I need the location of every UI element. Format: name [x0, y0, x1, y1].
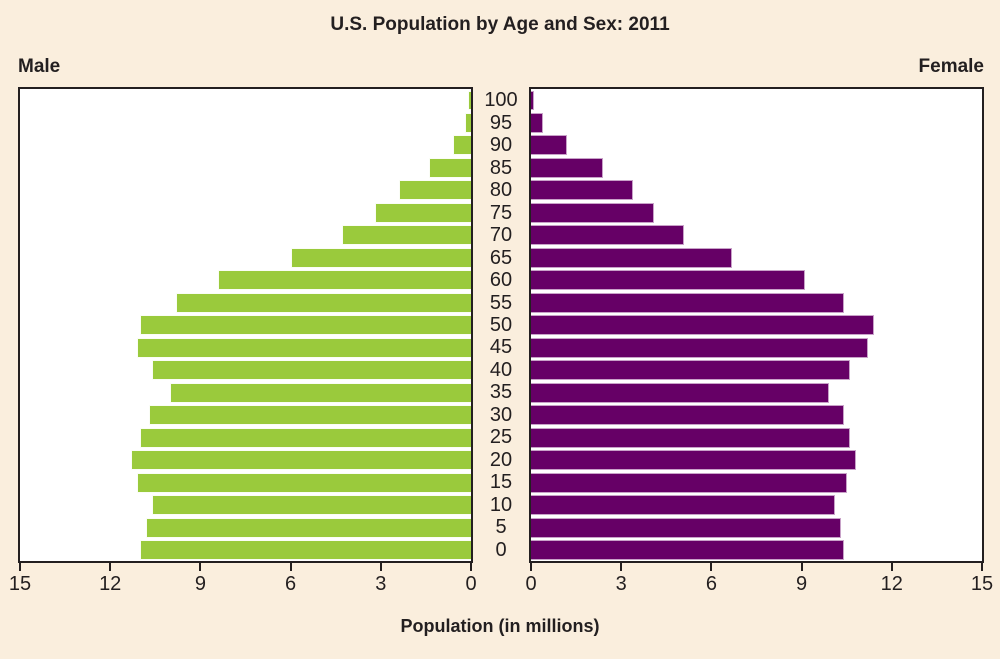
x-tick-6	[289, 563, 292, 571]
male-bar-age-40	[152, 360, 471, 381]
x-tick-0	[530, 563, 532, 571]
age-tick-label-45: 45	[489, 336, 513, 359]
x-tick-0	[470, 563, 472, 571]
male-bar-age-90	[453, 135, 471, 156]
x-tick-9	[800, 563, 803, 571]
age-tick-label-0: 0	[495, 538, 507, 561]
x-tick-label-15: 15	[8, 573, 32, 595]
male-bar-age-85	[429, 157, 471, 178]
female-bar-age-65	[531, 247, 732, 268]
male-bar-age-70	[342, 225, 471, 246]
female-series-label: Female	[918, 56, 984, 77]
male-bar-age-55	[176, 292, 471, 313]
age-tick-label-90: 90	[489, 134, 513, 157]
female-bar-age-85	[531, 157, 603, 178]
x-axis-title: Population (in millions)	[400, 616, 600, 636]
female-bar-age-40	[531, 360, 850, 381]
age-tick-label-35: 35	[489, 381, 513, 404]
female-bar-age-60	[531, 270, 805, 291]
male-bar-age-80	[399, 180, 471, 201]
female-bar-age-80	[531, 180, 633, 201]
x-tick-label-3: 3	[615, 573, 627, 595]
male-bar-age-65	[291, 247, 471, 268]
age-tick-label-25: 25	[489, 426, 513, 449]
x-tick-label-3: 3	[375, 573, 387, 595]
male-bar-age-30	[149, 405, 471, 426]
female-bar-age-45	[531, 337, 868, 358]
age-tick-label-10: 10	[489, 493, 513, 516]
male-bar-age-100	[468, 90, 471, 111]
age-tick-label-20: 20	[489, 448, 513, 471]
age-tick-label-5: 5	[495, 516, 507, 539]
male-bar-age-95	[465, 112, 471, 133]
x-tick-3	[620, 563, 623, 571]
female-bar-age-70	[531, 225, 684, 246]
female-bar-age-25	[531, 427, 850, 448]
age-tick-label-70: 70	[489, 224, 513, 247]
male-bar-age-50	[140, 315, 471, 336]
chart-title: U.S. Population by Age and Sex: 2011	[330, 14, 670, 35]
x-tick-15	[981, 563, 983, 571]
age-tick-label-95: 95	[489, 111, 513, 134]
female-x-axis: 0 3 6 9 12 15	[525, 563, 993, 599]
female-bar-age-20	[531, 450, 856, 471]
age-tick-label-85: 85	[489, 156, 513, 179]
x-tick-3	[379, 563, 382, 571]
age-tick-label-55: 55	[489, 291, 513, 314]
female-bar-age-30	[531, 405, 844, 426]
male-series-label: Male	[18, 56, 61, 77]
age-tick-label-50: 50	[489, 314, 513, 336]
female-plot-panel	[529, 87, 984, 563]
age-axis: 100 95 90 85 80 75 70 65 60 55 50 45 40 35 30 25 20 15 10 5…	[473, 87, 529, 563]
age-tick-label-75: 75	[489, 201, 513, 224]
male-bar-age-60	[218, 270, 471, 291]
x-tick-label-0: 0	[525, 573, 537, 595]
male-bar-age-35	[170, 382, 471, 403]
female-bar-age-50	[531, 315, 874, 336]
x-tick-label-6: 6	[705, 573, 717, 595]
female-bar-age-95	[531, 112, 543, 133]
x-tick-15	[19, 563, 21, 571]
x-tick-label-9: 9	[796, 573, 808, 595]
x-tick-label-0: 0	[465, 573, 477, 595]
age-tick-label-15: 15	[489, 471, 513, 494]
female-bar-age-75	[531, 202, 654, 223]
x-tick-12	[890, 563, 893, 571]
age-tick-label-100: 100	[484, 89, 518, 112]
x-tick-12	[109, 563, 112, 571]
age-tick-label-80: 80	[489, 179, 513, 202]
x-tick-9	[199, 563, 202, 571]
male-bar-age-45	[137, 337, 471, 358]
male-plot-panel	[18, 87, 473, 563]
x-tick-label-12: 12	[99, 573, 122, 595]
male-bar-age-75	[375, 202, 471, 223]
x-tick-label-6: 6	[285, 573, 297, 595]
male-bar-age-5	[146, 517, 471, 538]
female-bar-age-15	[531, 472, 847, 493]
x-tick-label-15: 15	[970, 573, 994, 595]
x-tick-6	[710, 563, 713, 571]
female-bar-age-100	[531, 90, 534, 111]
female-bar-age-90	[531, 135, 567, 156]
male-bar-age-0	[140, 540, 471, 560]
age-tick-label-40: 40	[489, 358, 513, 381]
x-tick-label-9: 9	[194, 573, 206, 595]
female-bar-age-35	[531, 382, 829, 403]
male-bar-age-20	[131, 450, 471, 471]
age-tick-label-30: 30	[489, 403, 513, 426]
male-bar-age-10	[152, 495, 471, 516]
female-bar-age-10	[531, 495, 835, 516]
age-tick-label-60: 60	[489, 269, 513, 292]
female-bar-age-5	[531, 517, 841, 538]
female-bar-age-0	[531, 540, 844, 560]
age-tick-label-65: 65	[489, 246, 513, 269]
male-x-axis: 0 3 6 9 12 15	[9, 563, 477, 599]
female-bar-age-55	[531, 292, 844, 313]
x-tick-label-12: 12	[880, 573, 903, 595]
male-bar-age-25	[140, 427, 471, 448]
male-bar-age-15	[137, 472, 471, 493]
